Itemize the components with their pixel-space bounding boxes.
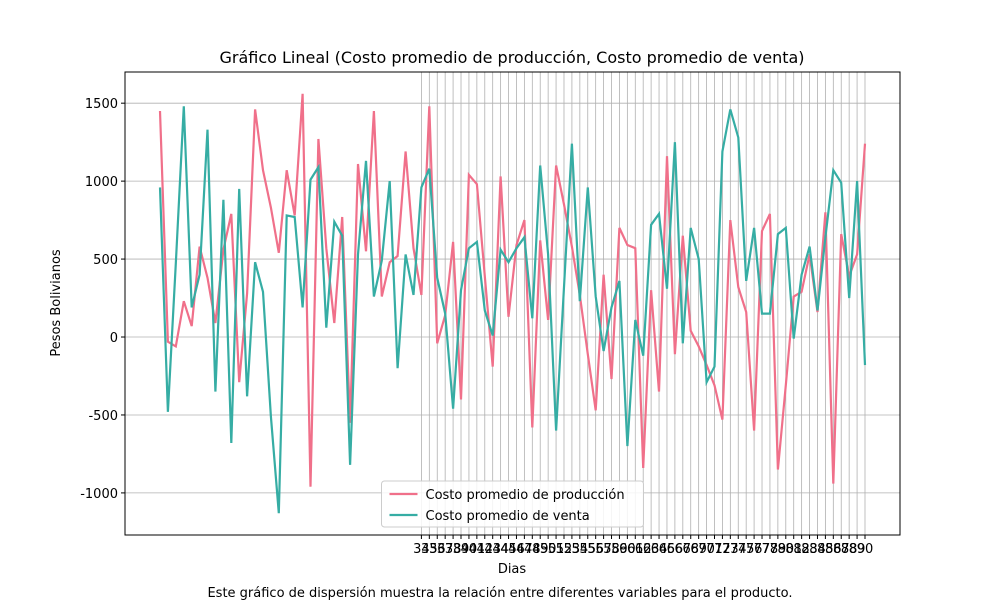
x-tick-label: 64 [651, 542, 668, 557]
x-tick-label: 55 [579, 542, 596, 557]
x-tick-label: 78 [762, 542, 779, 557]
x-tick-label: 56 [587, 542, 604, 557]
y-axis-label: Pesos Bolivianos [49, 249, 64, 357]
x-tick-label: 66 [667, 542, 684, 557]
y-tick-label: -500 [88, 409, 118, 424]
x-tick-label: 87 [833, 542, 850, 557]
x-tick-label: 47 [516, 542, 533, 557]
y-tick-label: 0 [110, 331, 118, 346]
x-tick-label: 40 [461, 542, 478, 557]
x-tick-label: 34 [413, 542, 430, 557]
x-tick-label: 83 [801, 542, 818, 557]
x-tick-label: 67 [675, 542, 692, 557]
x-tick-label: 45 [500, 542, 517, 557]
x-tick-label: 43 [484, 542, 501, 557]
x-tick-label: 69 [690, 542, 707, 557]
x-tick-label: 84 [809, 542, 826, 557]
y-tick-label: 500 [93, 253, 118, 268]
x-tick-label: 81 [785, 542, 802, 557]
x-tick-label: 59 [611, 542, 628, 557]
x-tick-label: 72 [714, 542, 731, 557]
x-tick-label: 73 [722, 542, 739, 557]
x-tick-label: 79 [770, 542, 787, 557]
series-line [158, 93, 867, 487]
x-tick-label: 61 [627, 542, 644, 557]
x-tick-label: 57 [595, 542, 612, 557]
plot-frame [124, 71, 901, 536]
x-tick-label: 39 [453, 542, 470, 557]
x-tick-label: 82 [793, 542, 810, 557]
x-tick-label: 52 [556, 542, 573, 557]
x-tick-label: 68 [682, 542, 699, 557]
x-tick-label: 85 [817, 542, 834, 557]
x-tick-label: 65 [659, 542, 676, 557]
x-tick-label: 48 [524, 542, 541, 557]
x-tick-label: 54 [572, 542, 589, 557]
x-tick-label: 58 [603, 542, 620, 557]
legend-box [381, 480, 644, 528]
x-tick-label: 76 [746, 542, 763, 557]
legend-label: Costo promedio de producción [426, 488, 625, 503]
x-tick-label: 63 [643, 542, 660, 557]
x-tick-label: 70 [698, 542, 715, 557]
x-tick-label: 88 [841, 542, 858, 557]
x-tick-label: 89 [849, 542, 866, 557]
x-tick-label: 51 [548, 542, 565, 557]
x-tick-label: 49 [532, 542, 549, 557]
x-tick-label: 90 [857, 542, 874, 557]
x-tick-label: 74 [730, 542, 747, 557]
x-tick-label: 75 [738, 542, 755, 557]
x-tick-label: 44 [492, 542, 509, 557]
x-tick-label: 50 [540, 542, 557, 557]
x-tick-label: 41 [469, 542, 486, 557]
x-tick-label: 37 [437, 542, 454, 557]
x-tick-label: 36 [429, 542, 446, 557]
caption: Este gráfico de dispersión muestra la re… [207, 586, 792, 600]
x-tick-label: 46 [508, 542, 525, 557]
series-line [158, 106, 867, 514]
x-tick-label: 62 [635, 542, 652, 557]
chart-title: Gráfico Lineal (Costo promedio de produc… [219, 48, 804, 67]
x-tick-label: 77 [754, 542, 771, 557]
x-tick-label: 60 [619, 542, 636, 557]
x-tick-label: 53 [564, 542, 581, 557]
x-tick-label: 38 [445, 542, 462, 557]
x-tick-label: 42 [477, 542, 494, 557]
legend-label: Costo promedio de venta [426, 509, 590, 524]
x-tick-label: 80 [778, 542, 795, 557]
x-tick-label: 71 [706, 542, 723, 557]
y-tick-label: 1000 [85, 175, 118, 190]
x-axis-label: Dias [498, 562, 527, 577]
y-tick-label: -1000 [80, 487, 118, 502]
x-tick-label: 86 [825, 542, 842, 557]
y-tick-label: 1500 [85, 97, 118, 112]
x-tick-label: 35 [421, 542, 438, 557]
